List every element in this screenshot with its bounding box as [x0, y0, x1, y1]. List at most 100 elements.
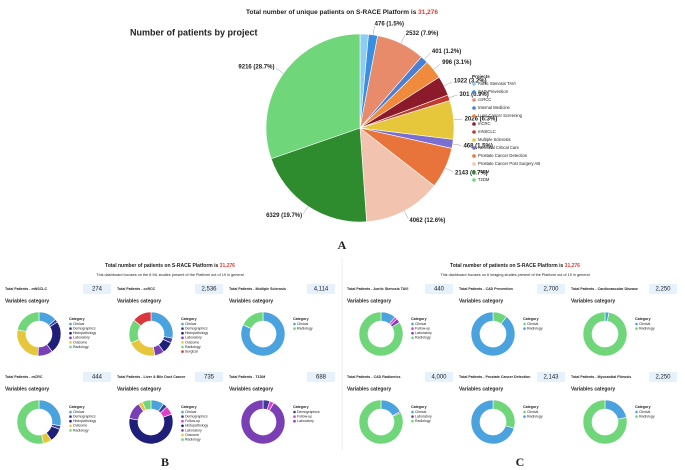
legend-swatch — [181, 424, 184, 428]
legend-label: Radiology — [415, 336, 431, 340]
slice — [470, 399, 515, 445]
legend-label: Demographics — [297, 410, 320, 414]
legend-label: Laboratory — [185, 428, 202, 432]
total-value: 735 — [204, 375, 215, 381]
title-highlight: 31,276 — [418, 9, 438, 16]
legend-swatch — [69, 322, 72, 326]
card-subtitle: Variables category — [459, 298, 503, 304]
total-value: 4,114 — [314, 287, 329, 293]
legend-label: Radiology — [639, 327, 655, 331]
legend-swatch — [181, 419, 184, 423]
total-box — [649, 372, 677, 382]
legend-label: Prostate Cancer Post Surgery AB — [478, 161, 540, 166]
total-box — [307, 284, 335, 294]
leader-line — [424, 52, 431, 60]
legend-label: Radiology — [73, 428, 89, 432]
legend-swatch — [293, 410, 296, 414]
total-box — [537, 284, 565, 294]
legend-label: Histopathology — [73, 419, 96, 423]
slice — [128, 413, 174, 445]
card-subtitle: Variables category — [347, 298, 391, 304]
legend-title: Category — [523, 317, 539, 321]
legend-swatch — [472, 82, 476, 86]
card-subtitle: Variables category — [347, 386, 391, 392]
figure-label: A — [338, 238, 347, 252]
legend-label: Histopathology — [185, 424, 208, 428]
total-value: 2,250 — [655, 375, 671, 381]
total-box — [195, 372, 223, 382]
data-label: 401 (1.2%) — [432, 49, 461, 55]
card-title: Total Patients - Liver & Bile Duct Cance… — [117, 375, 186, 379]
legend-swatch — [181, 415, 184, 418]
total-box — [195, 284, 223, 294]
total-box — [83, 372, 111, 382]
leader-line — [400, 35, 406, 44]
legend-swatch — [472, 154, 476, 158]
legend-label: Clinical — [73, 322, 85, 326]
total-value: 2,700 — [543, 287, 559, 293]
legend-swatch — [411, 410, 414, 414]
slice — [470, 311, 516, 357]
slice — [17, 311, 40, 332]
legend-label: Clinical — [639, 410, 651, 414]
data-label: 476 (1.5%) — [375, 22, 404, 28]
legend-swatch — [181, 331, 184, 335]
panel-b-subtitle: This dashboard focuses on the 8 ML studi… — [96, 273, 244, 277]
card-title: Total Patients - Prostate Cancer Detecti… — [459, 375, 530, 379]
legend-swatch — [293, 327, 296, 330]
card-title: Total Patients - T1DM — [229, 375, 265, 379]
chart-title: Number of patients by project — [130, 27, 258, 37]
legend-label: Clinical — [73, 410, 85, 414]
legend-label: Clinical — [185, 322, 197, 326]
slice — [358, 399, 404, 445]
slice — [133, 311, 152, 327]
card-subtitle: Variables category — [571, 386, 615, 392]
legend-swatch — [472, 146, 476, 150]
legend-label: Laboratory — [185, 336, 202, 340]
legend-swatch — [472, 122, 476, 126]
legend-swatch — [411, 322, 414, 326]
legend-swatch — [411, 327, 414, 330]
leader-line — [303, 206, 309, 215]
legend-swatch — [181, 410, 184, 414]
card-title: Total Patients - Myocardial Fibrosis — [571, 375, 631, 379]
legend-swatch — [411, 419, 414, 423]
slice — [358, 311, 404, 357]
legend-label: Laboratory — [415, 415, 432, 419]
legend-swatch — [635, 415, 638, 418]
legend-swatch — [69, 429, 72, 432]
total-value: 2,536 — [201, 287, 217, 293]
slice — [150, 311, 174, 339]
legend-swatch — [472, 178, 476, 182]
card-subtitle: Variables category — [117, 386, 161, 392]
legend-swatch — [472, 98, 476, 102]
legend-swatch — [69, 419, 72, 423]
slice — [240, 399, 286, 445]
slice — [240, 311, 286, 357]
legend-label: Radiology — [185, 345, 201, 349]
slice — [265, 33, 361, 160]
leader-line — [444, 167, 454, 173]
legend-label: Laboratory — [297, 419, 314, 423]
legend-title: Category — [523, 405, 539, 409]
slice — [604, 399, 627, 420]
legend-label: Aortic Stenosis TAVI — [478, 81, 516, 86]
card-subtitle: Variables category — [459, 386, 503, 392]
legend-label: Demographics — [73, 327, 96, 331]
legend-label: Follow-up — [415, 327, 430, 331]
card-subtitle: Variables category — [117, 298, 161, 304]
total-value: 274 — [92, 287, 103, 293]
title-text: Total number of unique patients on S-RAC… — [246, 9, 418, 16]
legend-title: Category — [411, 317, 427, 321]
legend-label: T2DM — [478, 177, 490, 182]
legend-swatch — [411, 331, 414, 335]
legend-swatch — [293, 322, 296, 326]
leader-line — [452, 143, 462, 146]
legend-swatch — [69, 410, 72, 414]
legend-swatch — [635, 322, 638, 326]
legend-swatch — [472, 138, 476, 142]
legend-label: Radiology — [527, 327, 543, 331]
legend-label: Radiology — [527, 415, 543, 419]
legend-label: Clinical — [527, 410, 539, 414]
legend-swatch — [181, 433, 184, 437]
